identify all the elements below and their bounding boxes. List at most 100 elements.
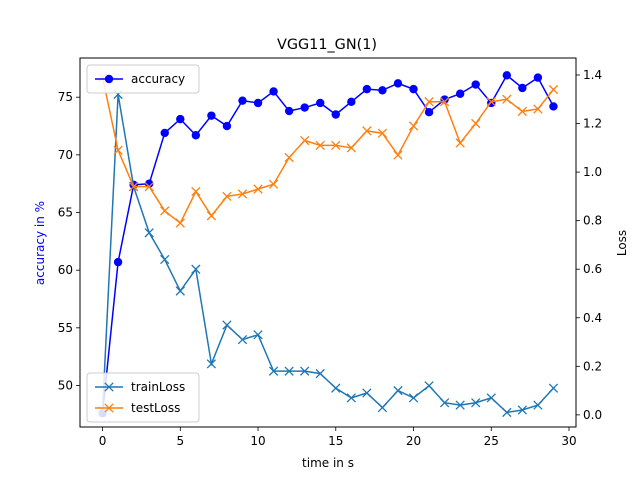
chart-title: VGG11_GN(1) xyxy=(277,37,377,53)
testLoss-point xyxy=(548,84,559,95)
legend-marker xyxy=(104,74,114,84)
testLoss-point xyxy=(175,218,185,228)
testLoss-point xyxy=(533,104,543,114)
accuracy-point xyxy=(502,71,512,80)
accuracy-point xyxy=(378,86,387,95)
accuracy-point xyxy=(284,106,294,116)
testLoss-point xyxy=(362,126,372,136)
x-axis-label: time in s xyxy=(302,456,354,470)
testLoss-point xyxy=(191,186,201,197)
testLoss-series xyxy=(97,72,559,228)
trainLoss-point xyxy=(222,320,232,330)
testLoss-point xyxy=(128,182,139,192)
trainLoss-point xyxy=(346,393,356,403)
trainLoss-point xyxy=(206,359,217,369)
left-y-tick-label: 70 xyxy=(58,148,73,162)
trainLoss-point xyxy=(502,407,512,418)
accuracy-point xyxy=(471,80,480,89)
right-y-tick-label: 0.4 xyxy=(583,311,602,325)
trainLoss-point xyxy=(331,383,341,393)
x-tick-label: 10 xyxy=(250,434,265,448)
trainLoss-point xyxy=(253,330,263,340)
x-tick-label: 20 xyxy=(406,434,421,448)
testLoss-point xyxy=(222,191,232,202)
testLoss-point xyxy=(502,94,512,104)
accuracy-point xyxy=(144,179,154,188)
trainLoss-point xyxy=(191,264,201,274)
right-y-tick-label: 1.4 xyxy=(583,68,602,82)
accuracy-point xyxy=(253,98,263,108)
accuracy-point xyxy=(409,84,418,94)
accuracy-point xyxy=(191,131,201,140)
trainLoss-point xyxy=(533,400,543,410)
trainLoss-point xyxy=(300,366,310,376)
testLoss-point xyxy=(486,97,496,107)
testLoss-point xyxy=(253,184,263,194)
testLoss-point xyxy=(113,145,123,155)
testLoss-point xyxy=(408,121,419,131)
testLoss-point xyxy=(284,152,294,163)
accuracy-point xyxy=(347,97,356,107)
trainLoss-point xyxy=(455,400,465,410)
legend-label: trainLoss xyxy=(131,380,185,394)
trainLoss-point xyxy=(486,393,496,403)
left-y-tick-label: 60 xyxy=(58,263,73,277)
right-y-tick-label: 1.2 xyxy=(583,117,602,131)
trainLoss-point xyxy=(237,334,248,345)
right-y-axis-label: Loss xyxy=(615,230,629,256)
trainLoss-point xyxy=(548,383,559,393)
x-tick-label: 5 xyxy=(176,434,184,448)
testLoss-point xyxy=(439,97,450,107)
axis-ticks: 0 5 10 15 20 25 30 50 55 60 65 70 75 0.0 0.2 0.4 0.6 0.8 1… xyxy=(58,68,602,448)
testLoss-point xyxy=(237,189,248,199)
accuracy-point xyxy=(300,103,309,112)
trainLoss-point xyxy=(362,388,372,398)
legend-label: testLoss xyxy=(131,401,180,415)
left-y-axis-label: accuracy in % xyxy=(33,201,47,285)
accuracy-point xyxy=(362,84,372,94)
trainLoss-line xyxy=(101,94,555,414)
trainLoss-point xyxy=(439,398,450,408)
testLoss-point xyxy=(300,135,310,146)
trainLoss-point xyxy=(471,398,481,408)
right-y-tick-label: 1.0 xyxy=(583,165,602,179)
trainLoss-point xyxy=(517,405,528,415)
legend-marker xyxy=(104,382,114,392)
x-tick-label: 25 xyxy=(484,434,499,448)
accuracy-point xyxy=(316,98,325,108)
accuracy-point xyxy=(113,257,123,267)
accuracy-point xyxy=(160,128,169,138)
testLoss-point xyxy=(471,118,481,129)
testLoss-point xyxy=(346,143,356,153)
legend-accuracy: accuracy xyxy=(86,64,200,94)
x-tick-label: 15 xyxy=(328,434,343,448)
right-y-tick-label: 0.8 xyxy=(583,214,602,228)
testLoss-point xyxy=(455,138,465,148)
trainLoss-point xyxy=(393,385,403,396)
legend-loss: trainLoss testLoss xyxy=(86,372,200,423)
legend-box xyxy=(86,64,200,94)
right-y-tick-label: 0.6 xyxy=(583,262,602,276)
accuracy-point xyxy=(238,96,247,105)
accuracy-point xyxy=(269,87,278,96)
accuracy-point xyxy=(549,102,558,111)
left-y-tick-label: 55 xyxy=(58,321,73,335)
testLoss-point xyxy=(315,140,325,151)
legend-label: accuracy xyxy=(131,72,185,86)
trainLoss-point xyxy=(144,228,154,238)
legend-marker xyxy=(104,403,114,413)
accuracy-point xyxy=(518,83,527,93)
testLoss-point xyxy=(377,128,388,138)
trainLoss-point xyxy=(408,393,419,403)
testLoss-point xyxy=(424,97,434,107)
accuracy-point xyxy=(393,79,403,88)
trainLoss-point xyxy=(315,368,325,379)
left-y-tick-label: 50 xyxy=(58,378,73,392)
accuracy-point xyxy=(176,114,185,124)
axes-frame xyxy=(79,57,577,428)
x-tick-label: 30 xyxy=(561,434,576,448)
trainLoss-point xyxy=(268,366,279,376)
right-y-tick-label: 0.2 xyxy=(583,359,602,373)
trainLoss-point xyxy=(284,366,294,376)
